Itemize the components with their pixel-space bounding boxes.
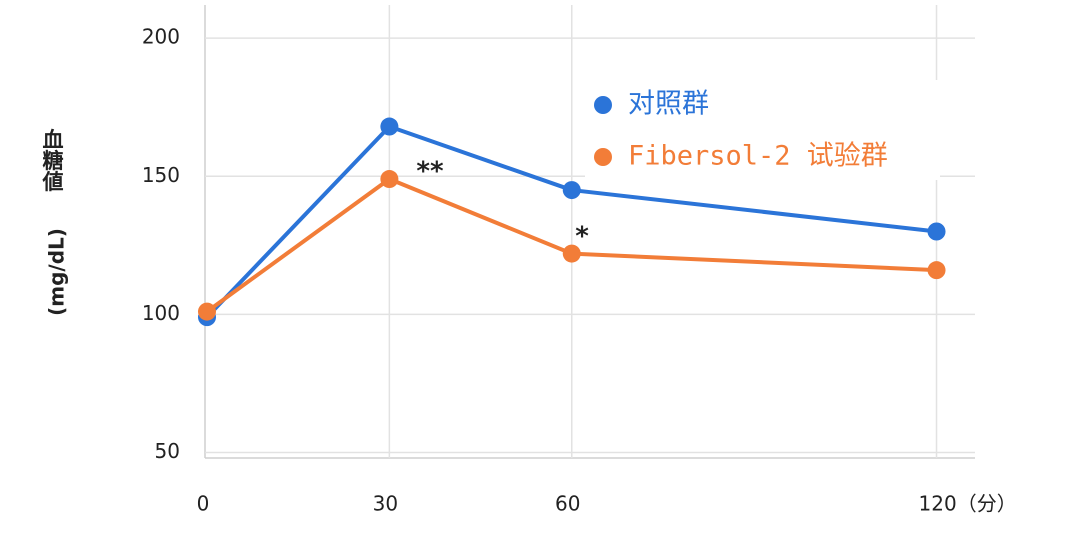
data-point — [927, 222, 946, 241]
series-line — [205, 124, 937, 319]
x-tick-label: 30 — [373, 492, 398, 516]
y-tick-label: 150 — [142, 163, 180, 187]
y-tick-label: 200 — [142, 25, 180, 49]
x-tick-label: 120（分） — [919, 492, 1017, 516]
significance-mark: * — [575, 222, 589, 252]
data-point — [380, 117, 399, 136]
y-unit: (mg/dL) — [45, 228, 69, 316]
data-point — [562, 244, 581, 263]
data-point — [198, 302, 216, 321]
series-line — [205, 177, 937, 314]
legend-label: Fibersol-2 试验群 — [628, 141, 888, 172]
data-point — [927, 261, 946, 280]
x-tick-label: 60 — [555, 492, 580, 516]
legend-marker — [594, 96, 612, 114]
legend-box — [585, 80, 940, 180]
y-tick-label: 100 — [142, 301, 180, 325]
significance-mark: ** — [416, 157, 444, 187]
y-tick-label: 50 — [155, 439, 180, 463]
x-tick-label: 0 — [197, 492, 210, 516]
legend-label: 对照群 — [628, 89, 709, 120]
data-point — [562, 181, 581, 200]
y-label: 血糖値 — [40, 128, 65, 192]
legend-marker — [594, 148, 612, 166]
data-point — [380, 170, 399, 189]
